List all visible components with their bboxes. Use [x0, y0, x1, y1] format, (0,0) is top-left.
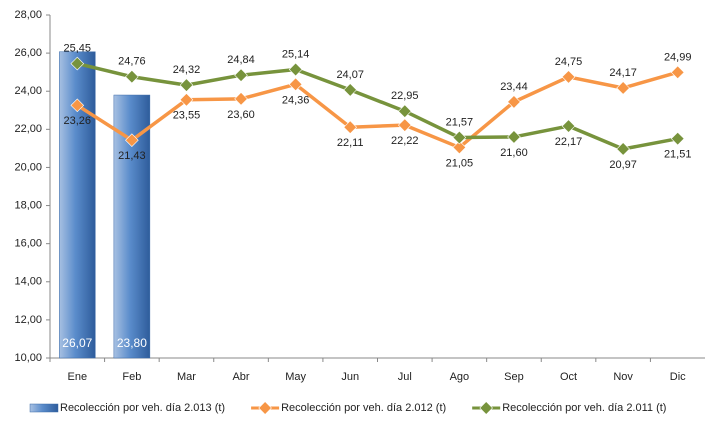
line-marker	[343, 83, 357, 97]
x-tick-label: Abr	[232, 371, 249, 383]
bar-label: 26,07	[62, 336, 92, 350]
legend-item: Recolección por veh. día 2.011 (t)	[472, 401, 666, 415]
data-label: 24,84	[227, 54, 255, 66]
line-marker	[452, 130, 467, 145]
y-tick-label: 18,00	[14, 199, 42, 211]
x-tick-label: Jun	[341, 371, 359, 383]
line-marker	[125, 69, 139, 84]
x-tick-label: Oct	[560, 371, 577, 383]
x-tick-label: Nov	[613, 371, 633, 383]
data-label: 22,95	[391, 90, 419, 102]
data-label: 22,22	[391, 135, 419, 147]
line-marker	[670, 131, 685, 146]
data-label: 24,07	[336, 69, 364, 81]
line	[76, 70, 679, 150]
data-label: 25,45	[64, 42, 92, 54]
data-label: 21,05	[446, 157, 474, 169]
line-marker	[452, 140, 467, 155]
bar-label: 23,80	[117, 336, 147, 350]
y-tick-label: 20,00	[14, 161, 42, 173]
x-tick-label: Sep	[504, 371, 524, 383]
y-tick-label: 28,00	[14, 9, 42, 21]
data-label: 23,44	[500, 81, 528, 93]
legend-marker	[479, 401, 493, 415]
data-label: 21,57	[446, 116, 474, 128]
line-marker	[616, 81, 630, 95]
line-marker	[561, 119, 576, 133]
data-label: 23,26	[64, 115, 92, 127]
y-tick-label: 16,00	[14, 238, 42, 250]
x-tick-label: Ene	[68, 371, 88, 383]
line-marker	[343, 120, 357, 135]
data-label: 23,60	[227, 109, 255, 121]
data-label: 20,97	[609, 159, 637, 171]
line-marker	[70, 56, 85, 71]
data-label: 24,99	[664, 51, 692, 63]
line-marker	[398, 118, 412, 132]
data-label: 24,17	[609, 67, 637, 79]
legend-item: Recolección por veh. día 2.012 (t)	[251, 401, 446, 415]
legend-swatch	[29, 403, 59, 413]
y-tick-label: 12,00	[14, 314, 42, 326]
y-tick-label: 26,00	[14, 47, 42, 59]
data-label: 24,36	[282, 94, 310, 106]
y-tick-label: 10,00	[14, 352, 42, 364]
x-tick-label: Ago	[450, 371, 470, 383]
data-label: 24,75	[555, 56, 583, 68]
line-marker	[125, 133, 139, 147]
line-marker	[234, 92, 248, 106]
legend-marker	[258, 401, 272, 415]
y-tick-label: 14,00	[14, 276, 42, 288]
line-marker	[670, 65, 685, 80]
legend-label: Recolección por veh. día 2.013 (t)	[60, 402, 225, 414]
line-marker	[398, 104, 412, 119]
y-tick-label: 24,00	[14, 85, 42, 97]
line-marker	[234, 68, 248, 83]
x-tick-label: Mar	[177, 371, 196, 383]
line	[76, 61, 679, 151]
data-label: 24,32	[173, 64, 201, 76]
line-marker	[288, 77, 303, 92]
legend-item: Recolección por veh. día 2.013 (t)	[29, 402, 225, 414]
data-label: 21,51	[664, 149, 692, 161]
line-marker	[179, 78, 194, 92]
line-marker	[288, 62, 303, 77]
line-marker	[179, 93, 194, 107]
x-tick-label: Dic	[670, 371, 686, 383]
line-marker	[507, 130, 521, 144]
x-tick-label: Feb	[122, 371, 141, 383]
data-label: 25,14	[282, 48, 310, 60]
data-label: 24,76	[118, 56, 146, 68]
x-tick-label: May	[285, 371, 306, 383]
line-marker	[507, 95, 521, 109]
bar	[59, 51, 96, 359]
line-marker	[70, 98, 85, 113]
legend-label: Recolección por veh. día 2.012 (t)	[281, 402, 446, 414]
data-label: 22,17	[555, 136, 583, 148]
line-marker	[616, 142, 630, 156]
x-tick-label: Jul	[398, 371, 412, 383]
y-tick-label: 22,00	[14, 123, 42, 135]
line-marker	[561, 70, 576, 84]
data-label: 21,60	[500, 147, 528, 159]
data-label: 21,43	[118, 150, 146, 162]
data-label: 23,55	[173, 110, 201, 122]
legend-label: Recolección por veh. día 2.011 (t)	[502, 402, 666, 414]
data-label: 22,11	[337, 137, 364, 149]
